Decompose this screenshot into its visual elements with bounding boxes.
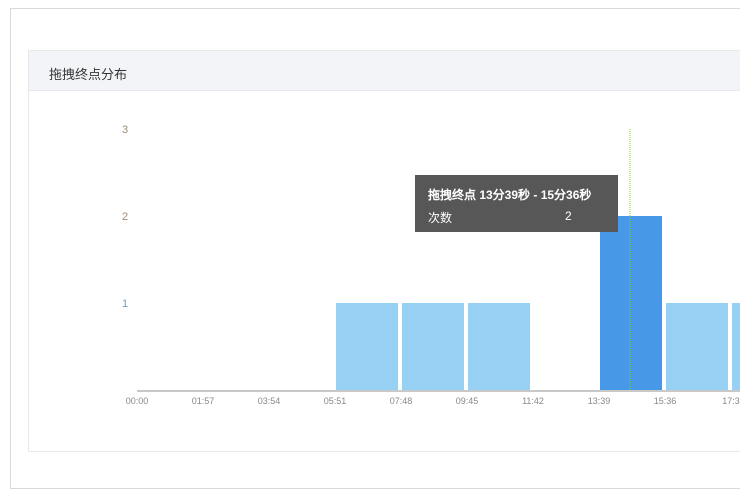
bar-15:36[interactable] (666, 303, 728, 390)
x-tick-label: 07:48 (390, 396, 413, 406)
bar-09:45[interactable] (468, 303, 530, 390)
panel-header: 拖拽终点分布 (29, 51, 750, 91)
y-tick-label: 3 (122, 124, 128, 136)
bar-13:39[interactable] (600, 216, 662, 390)
panel-title: 拖拽终点分布 (49, 67, 128, 82)
tooltip-title: 拖拽终点 13分39秒 - 15分36秒 (428, 188, 592, 202)
x-tick-label: 01:57 (192, 396, 215, 406)
tooltip-label: 次数 (428, 211, 453, 225)
y-tick-label: 2 (122, 211, 128, 223)
x-tick-label: 17:3 (722, 396, 740, 406)
x-tick-label: 11:42 (522, 396, 544, 406)
x-tick-label: 05:51 (324, 396, 347, 406)
y-tick-label: 1 (122, 298, 128, 310)
bar-05:51[interactable] (336, 303, 398, 390)
panel-overflow-edge (740, 0, 750, 497)
x-tick-label: 13:39 (588, 396, 611, 406)
chart-tooltip: 拖拽终点 13分39秒 - 15分36秒 次数 2 (415, 175, 618, 232)
x-tick-label: 09:45 (456, 396, 479, 406)
x-tick-label: 00:00 (126, 396, 149, 406)
x-tick-label: 15:36 (654, 396, 677, 406)
bar-07:48[interactable] (402, 303, 464, 390)
tooltip-row: 次数 2 (428, 209, 605, 226)
x-tick-label: 03:54 (258, 396, 281, 406)
tooltip-value: 2 (565, 209, 572, 223)
